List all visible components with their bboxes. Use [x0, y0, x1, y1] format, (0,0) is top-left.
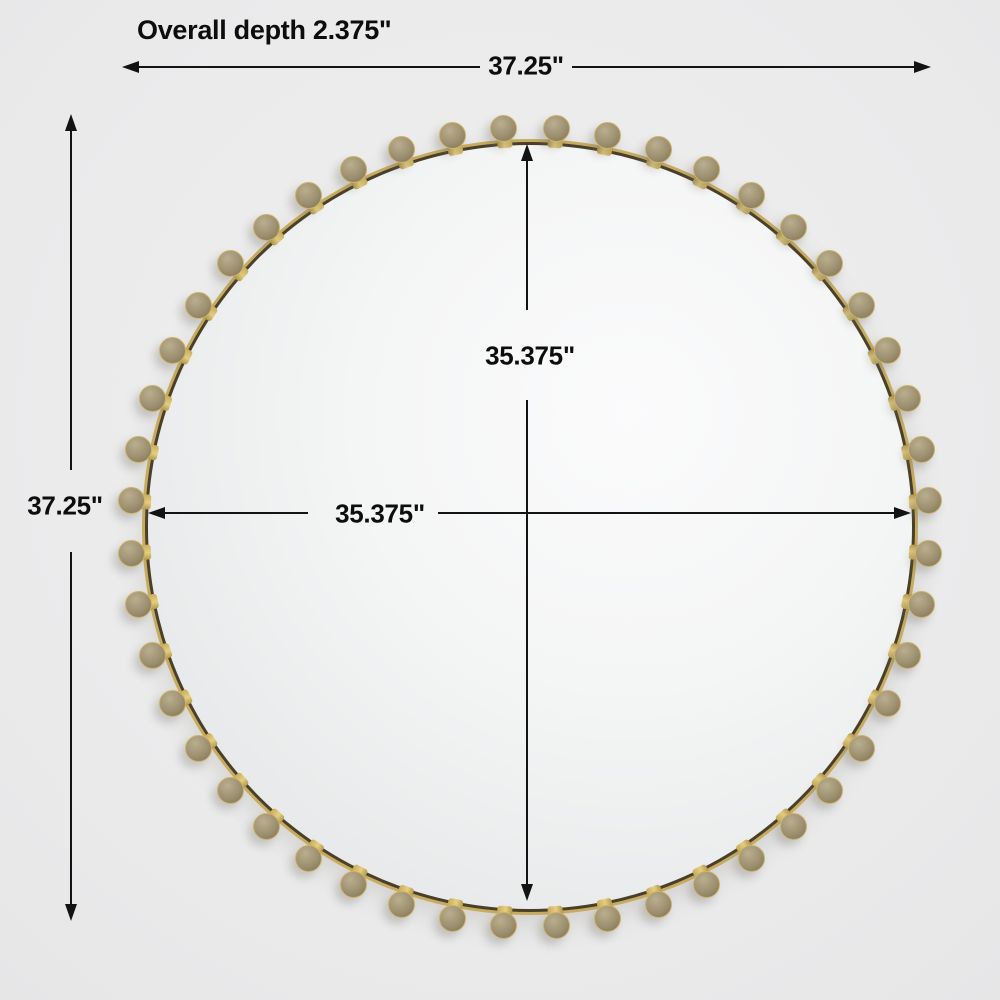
arrowhead-left-icon — [148, 507, 165, 519]
bead — [594, 904, 622, 932]
bead — [125, 591, 153, 619]
dimension-line — [138, 66, 480, 68]
arrowhead-down-icon — [521, 884, 533, 901]
dimension-line — [438, 512, 894, 514]
mirror-width-value: 35.375" — [335, 498, 425, 529]
bead — [158, 689, 186, 717]
bead — [490, 115, 518, 143]
bead — [894, 385, 922, 413]
bead — [542, 115, 570, 143]
overall-width-value: 37.25" — [488, 50, 564, 81]
arrowhead-up-icon — [521, 144, 533, 161]
dimension-line — [70, 130, 72, 470]
bead — [874, 689, 902, 717]
arrowhead-down-icon — [65, 904, 77, 921]
bead — [914, 487, 942, 515]
bead — [542, 911, 570, 939]
bead — [118, 539, 146, 567]
bead — [816, 250, 844, 278]
bead — [779, 213, 807, 241]
bead — [216, 776, 244, 804]
bead — [138, 385, 166, 413]
mirror-height-value: 35.375" — [485, 340, 575, 371]
bead — [779, 813, 807, 841]
arrowhead-right-icon — [894, 507, 911, 519]
bead — [294, 181, 322, 209]
bead — [340, 871, 368, 899]
arrowhead-right-icon — [914, 61, 931, 73]
bead — [738, 181, 766, 209]
bead — [138, 641, 166, 669]
bead — [907, 435, 935, 463]
bead — [644, 891, 672, 919]
arrowhead-left-icon — [122, 61, 139, 73]
overall-depth-label: Overall depth 2.375" — [137, 15, 392, 45]
mirror-glass — [148, 145, 912, 909]
dimension-line — [526, 400, 528, 884]
bead — [216, 250, 244, 278]
bead — [253, 813, 281, 841]
bead — [184, 291, 212, 319]
bead — [158, 337, 186, 365]
bead — [692, 155, 720, 183]
bead — [874, 337, 902, 365]
dimension-line — [572, 66, 914, 68]
bead — [438, 904, 466, 932]
arrowhead-up-icon — [65, 114, 77, 131]
bead — [738, 845, 766, 873]
bead — [388, 135, 416, 163]
bead — [907, 591, 935, 619]
bead — [848, 735, 876, 763]
bead — [594, 122, 622, 150]
bead — [490, 911, 518, 939]
bead — [184, 735, 212, 763]
dimension-line — [526, 160, 528, 310]
bead — [253, 213, 281, 241]
dimension-line — [70, 552, 72, 904]
dimension-line — [164, 512, 308, 514]
overall-height-value: 37.25" — [27, 490, 103, 521]
bead — [848, 291, 876, 319]
bead — [692, 871, 720, 899]
bead — [816, 776, 844, 804]
bead — [388, 891, 416, 919]
bead — [118, 487, 146, 515]
bead — [894, 641, 922, 669]
bead — [914, 539, 942, 567]
bead — [438, 122, 466, 150]
bead — [644, 135, 672, 163]
bead — [340, 155, 368, 183]
bead — [125, 435, 153, 463]
bead — [294, 845, 322, 873]
